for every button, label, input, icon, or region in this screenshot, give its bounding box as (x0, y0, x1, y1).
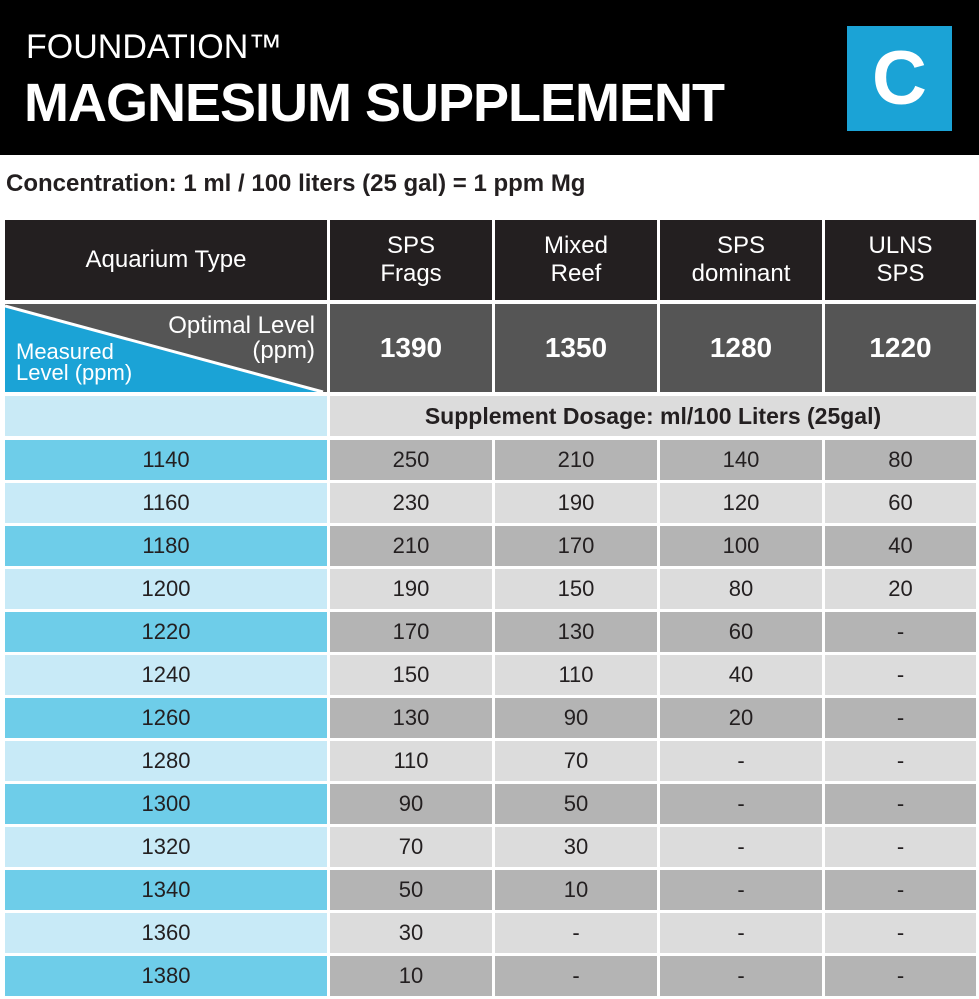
dosage-value: - (825, 870, 976, 910)
dosage-value: 60 (660, 612, 822, 652)
dosage-value: 30 (495, 827, 657, 867)
dosage-value: 150 (330, 655, 492, 695)
dosage-value: - (825, 698, 976, 738)
dosage-value: 130 (330, 698, 492, 738)
brand: FOUNDATION™ (26, 28, 283, 66)
dosage-value: 90 (495, 698, 657, 738)
dosage-value: 230 (330, 483, 492, 523)
optimal-value: 1280 (660, 304, 822, 392)
measured-level: 1340 (5, 870, 327, 910)
column-header: Aquarium Type (5, 220, 327, 300)
dosage-value: 90 (330, 784, 492, 824)
dosage-value: 40 (660, 655, 822, 695)
header: FOUNDATION™ MAGNESIUM SUPPLEMENT C (0, 0, 979, 155)
measured-level: 1360 (5, 913, 327, 953)
dosage-value: - (495, 956, 657, 996)
dosage-value: 10 (330, 956, 492, 996)
measured-label: Measured Level (ppm) (16, 339, 133, 385)
optimal-value: 1220 (825, 304, 976, 392)
measured-level: 1260 (5, 698, 327, 738)
dosage-value: 70 (330, 827, 492, 867)
measured-level: 1220 (5, 612, 327, 652)
dosage-value: 50 (495, 784, 657, 824)
column-header: SPS Frags (330, 220, 492, 300)
dosage-value: 40 (825, 526, 976, 566)
concentration: Concentration: 1 ml / 100 liters (25 gal… (6, 170, 586, 197)
measured-level: 1280 (5, 741, 327, 781)
dosage-value: - (660, 913, 822, 953)
column-header: Mixed Reef (495, 220, 657, 300)
dosage-value: 60 (825, 483, 976, 523)
dosage-value: 250 (330, 440, 492, 480)
dosage-value: 50 (330, 870, 492, 910)
dosage-value: 190 (495, 483, 657, 523)
column-header: SPS dominant (660, 220, 822, 300)
dosage-value: - (660, 956, 822, 996)
dosage-value: 80 (825, 440, 976, 480)
title: MAGNESIUM SUPPLEMENT (24, 73, 725, 133)
dosage-label: Supplement Dosage: ml/100 Liters (25gal) (330, 396, 976, 436)
dosage-value: - (825, 913, 976, 953)
dosage-value: 170 (330, 612, 492, 652)
optimal-value: 1350 (495, 304, 657, 392)
column-header: ULNS SPS (825, 220, 976, 300)
measured-level: 1320 (5, 827, 327, 867)
dosage-value: 20 (825, 569, 976, 609)
optimal-value: 1390 (330, 304, 492, 392)
dosage-value: 210 (495, 440, 657, 480)
dosage-value: 150 (495, 569, 657, 609)
dosage-value: 140 (660, 440, 822, 480)
dosage-value: - (660, 741, 822, 781)
measured-level: 1160 (5, 483, 327, 523)
dosage-value: 80 (660, 569, 822, 609)
dosage-value: 190 (330, 569, 492, 609)
diagonal-cell (5, 304, 327, 392)
dosage-value: 10 (495, 870, 657, 910)
dosage-value: 120 (660, 483, 822, 523)
measured-level: 1240 (5, 655, 327, 695)
dosage-value: 130 (495, 612, 657, 652)
measured-level: 1200 (5, 569, 327, 609)
dosage-value: 110 (495, 655, 657, 695)
dosage-value: 70 (495, 741, 657, 781)
dosage-value: - (825, 655, 976, 695)
dosage-value: - (660, 870, 822, 910)
dosage-value: 210 (330, 526, 492, 566)
dosage-value: - (825, 827, 976, 867)
measured-level: 1140 (5, 440, 327, 480)
measured-level: 1300 (5, 784, 327, 824)
dosage-value: 20 (660, 698, 822, 738)
dosage-value: - (825, 741, 976, 781)
optimal-label: Optimal Level (ppm) (168, 311, 315, 364)
dosage-value: 100 (660, 526, 822, 566)
measured-level: 1380 (5, 956, 327, 996)
dosage-value: 170 (495, 526, 657, 566)
dosage-value: - (660, 827, 822, 867)
dosage-value: - (825, 956, 976, 996)
blank-cell (5, 396, 327, 436)
dosage-value: - (825, 784, 976, 824)
dosage-value: 110 (330, 741, 492, 781)
dosage-value: - (825, 612, 976, 652)
dosage-value: 30 (330, 913, 492, 953)
dosage-value: - (495, 913, 657, 953)
measured-level: 1180 (5, 526, 327, 566)
badge: C (847, 26, 952, 131)
dosage-value: - (660, 784, 822, 824)
